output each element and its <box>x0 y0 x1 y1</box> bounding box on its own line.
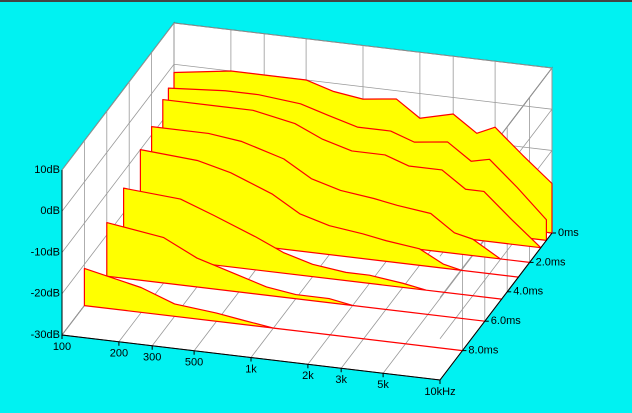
y-tick-label: 10dB <box>34 164 60 176</box>
z-tick-label: 2.0ms <box>536 256 566 268</box>
x-tick-label: 500 <box>185 357 203 369</box>
x-tick-label: 300 <box>143 352 161 364</box>
slice <box>106 221 486 322</box>
y-tick-label: -10dB <box>31 246 60 258</box>
x-tick-label: 200 <box>110 348 128 360</box>
slice <box>83 267 463 352</box>
z-tick-label: 8.0ms <box>468 345 498 357</box>
y-tick-label: 0dB <box>40 205 60 217</box>
axis-edge <box>61 170 553 381</box>
x-tick-label: 2k <box>302 370 314 382</box>
y-tick-label: -20dB <box>31 288 60 300</box>
z-tick-label: 6.0ms <box>491 315 521 327</box>
x-tick-label: 10kHz <box>424 386 455 398</box>
z-tick-label: 0ms <box>558 227 579 239</box>
x-tick-label: 1k <box>245 363 257 375</box>
x-tick-label: 3k <box>335 374 347 386</box>
z-tick-label: 4.0ms <box>513 286 543 298</box>
x-tick-label: 5k <box>377 379 389 391</box>
x-tick-label: 100 <box>53 341 71 353</box>
slice <box>122 187 503 300</box>
slice <box>139 149 520 278</box>
y-tick-label: -30dB <box>31 329 60 341</box>
